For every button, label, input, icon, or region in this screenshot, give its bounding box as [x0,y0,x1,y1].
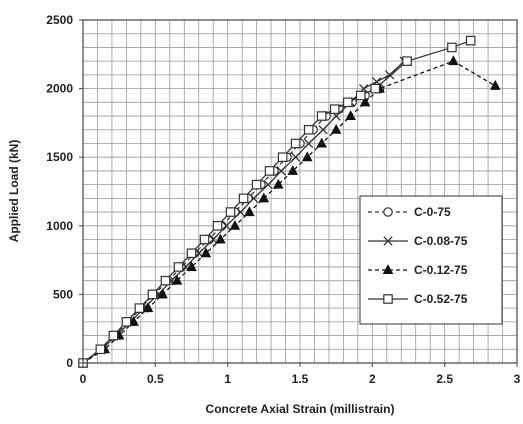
plot-series [77,35,501,368]
data-point-square [290,138,301,149]
legend-entry: C-0.08-75 [368,234,468,248]
y-axis-title: Applied Load (kN) [7,140,21,243]
data-point-square [134,303,145,313]
legend-label: C-0-75 [414,205,451,219]
legend-entry: C-0.52-75 [368,292,468,306]
data-point-triangle [490,80,501,90]
x-tick-label: 1.5 [292,372,309,386]
data-point-square [355,90,366,101]
data-point-triangle [128,315,139,326]
y-tick-label: 2500 [46,13,73,27]
data-point-square [186,248,197,259]
y-tick-label: 1000 [46,219,73,233]
legend-label: C-0.52-75 [414,292,468,306]
y-tick-label: 500 [53,287,73,301]
data-point-triangle [448,55,459,66]
x-tick-label: 2.5 [436,372,453,386]
data-point-x [263,179,273,190]
data-point-x [249,193,259,204]
data-point-square [95,344,106,355]
y-tick-label: 0 [66,356,73,370]
legend-entry: C-0.12-75 [368,263,468,277]
data-point-square [447,42,457,53]
data-point-square [225,207,236,217]
x-tick-label: 0.5 [147,372,164,386]
data-point-square [264,166,275,176]
data-point-x [385,70,395,80]
data-point-square [121,317,132,327]
y-tick-label: 2000 [46,82,73,96]
data-point-square [329,104,340,114]
data-point-square [160,275,171,286]
data-point-triangle [157,288,168,299]
data-point-triangle [330,123,342,134]
y-tick-label: 1500 [46,150,73,164]
data-point-triangle [200,247,212,258]
data-point-x [318,125,328,135]
data-point-triangle [215,233,226,244]
data-point-square [277,152,288,162]
x-tick-label: 1 [224,372,231,386]
data-point-square [147,289,158,300]
data-point-x [383,236,393,246]
data-point-x [236,207,246,217]
data-point-triangle [287,165,299,175]
data-point-square [108,330,119,341]
data-point-x [304,138,314,149]
data-point-x [276,166,286,176]
data-point-triangle [345,110,356,121]
x-tick-label: 2 [369,372,376,386]
x-tick-label: 0 [80,372,87,386]
data-point-triangle [186,261,197,271]
data-point-square [238,193,249,204]
data-point-square [173,262,184,272]
data-point-triangle [258,192,270,203]
data-point-square [199,234,210,245]
legend-label: C-0.12-75 [414,263,468,277]
data-point-square [303,124,314,135]
data-point-x [291,152,301,162]
data-point-square [342,97,353,108]
data-point-triangle [316,137,327,148]
data-point-square [251,179,262,190]
data-point-triangle [382,264,394,275]
x-tick-label: 3 [514,372,521,386]
data-point-square [212,221,223,231]
data-point-circle [383,207,393,217]
data-point-square [370,83,381,94]
legend: C-0-75 C-0.08-75 C-0.12-75 C-0.52-75 [359,195,503,325]
legend-label: C-0.08-75 [414,234,468,248]
data-point-triangle [142,302,154,313]
data-point-x [221,221,231,231]
legend-entry: C-0-75 [368,205,451,219]
data-point-square [402,56,412,66]
data-point-triangle [171,274,183,285]
data-point-square [383,294,393,304]
x-axis-title: Concrete Axial Strain (millistrain) [206,402,395,416]
data-point-square [316,111,327,121]
data-point-square [465,35,476,46]
data-point-triangle [244,206,255,217]
data-point-triangle [359,96,371,107]
data-point-triangle [301,151,313,162]
axis-ticks: 0 0.5 1 1.5 2 2.5 3 0 500 1000 1500 2000 2500 [46,13,520,386]
data-point-triangle [229,219,241,230]
data-point-triangle [273,178,284,189]
